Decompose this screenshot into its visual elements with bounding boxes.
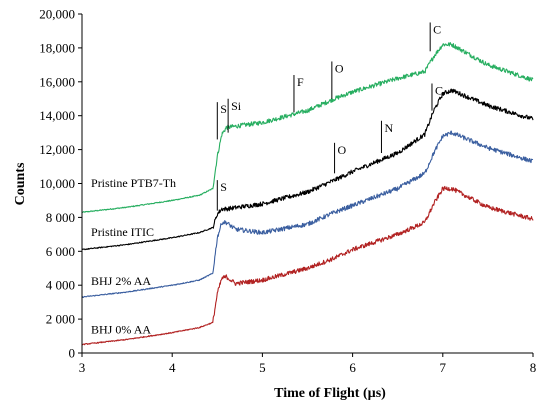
- y-tick-label: 0: [69, 346, 76, 361]
- y-tick-label: 12,000: [39, 142, 75, 157]
- annotation-label: N: [384, 121, 393, 135]
- series-line-0: [81, 42, 534, 214]
- x-tick-label: 3: [79, 360, 86, 375]
- y-tick-label: 16,000: [39, 74, 75, 89]
- series-label: BHJ 2% AA: [91, 274, 151, 288]
- annotation-label: S: [220, 180, 227, 194]
- series-line-3: [81, 185, 534, 346]
- annotation-label: C: [435, 83, 443, 97]
- series-line-2: [81, 130, 534, 298]
- y-tick-label: 6 000: [46, 244, 75, 259]
- x-axis-title: Time of Flight (µs): [274, 386, 386, 401]
- annotation-label: S: [220, 102, 227, 116]
- y-axis-title: Counts: [13, 162, 28, 205]
- annotation-label: C: [433, 22, 441, 36]
- y-tick-label: 4 000: [46, 278, 75, 293]
- y-tick-label: 14,000: [39, 108, 75, 123]
- annotations-group: S Si F O C S O N C: [216, 22, 443, 211]
- axes-group: 0 2 000 4 000 6 000 8 000 10,000 12,000 14,000 1…: [39, 7, 536, 376]
- series-label: Pristine PTB7-Th: [91, 176, 176, 190]
- x-tick-label: 4: [169, 360, 176, 375]
- x-tick-label: 8: [530, 360, 537, 375]
- y-tick-label: 10,000: [39, 176, 75, 191]
- annotation-label: O: [335, 61, 344, 75]
- annotation-label: F: [297, 75, 304, 89]
- y-tick-label: 2 000: [46, 312, 75, 327]
- y-tick-label: 20,000: [39, 7, 75, 22]
- y-tick-label: 18,000: [39, 40, 75, 55]
- series-group: [81, 42, 534, 346]
- x-tick-label: 7: [440, 360, 447, 375]
- x-tick-label: 5: [259, 360, 266, 375]
- series-label: Pristine ITIC: [91, 225, 154, 239]
- y-tick-label: 8 000: [46, 210, 75, 225]
- series-label: BHJ 0% AA: [91, 323, 151, 337]
- x-tick-label: 6: [349, 360, 356, 375]
- annotation-label: Si: [231, 99, 242, 113]
- series-line-1: [81, 88, 534, 251]
- annotation-label: O: [338, 143, 347, 157]
- series-labels-group: Pristine PTB7-Th Pristine ITIC BHJ 2% AA BH…: [91, 176, 176, 337]
